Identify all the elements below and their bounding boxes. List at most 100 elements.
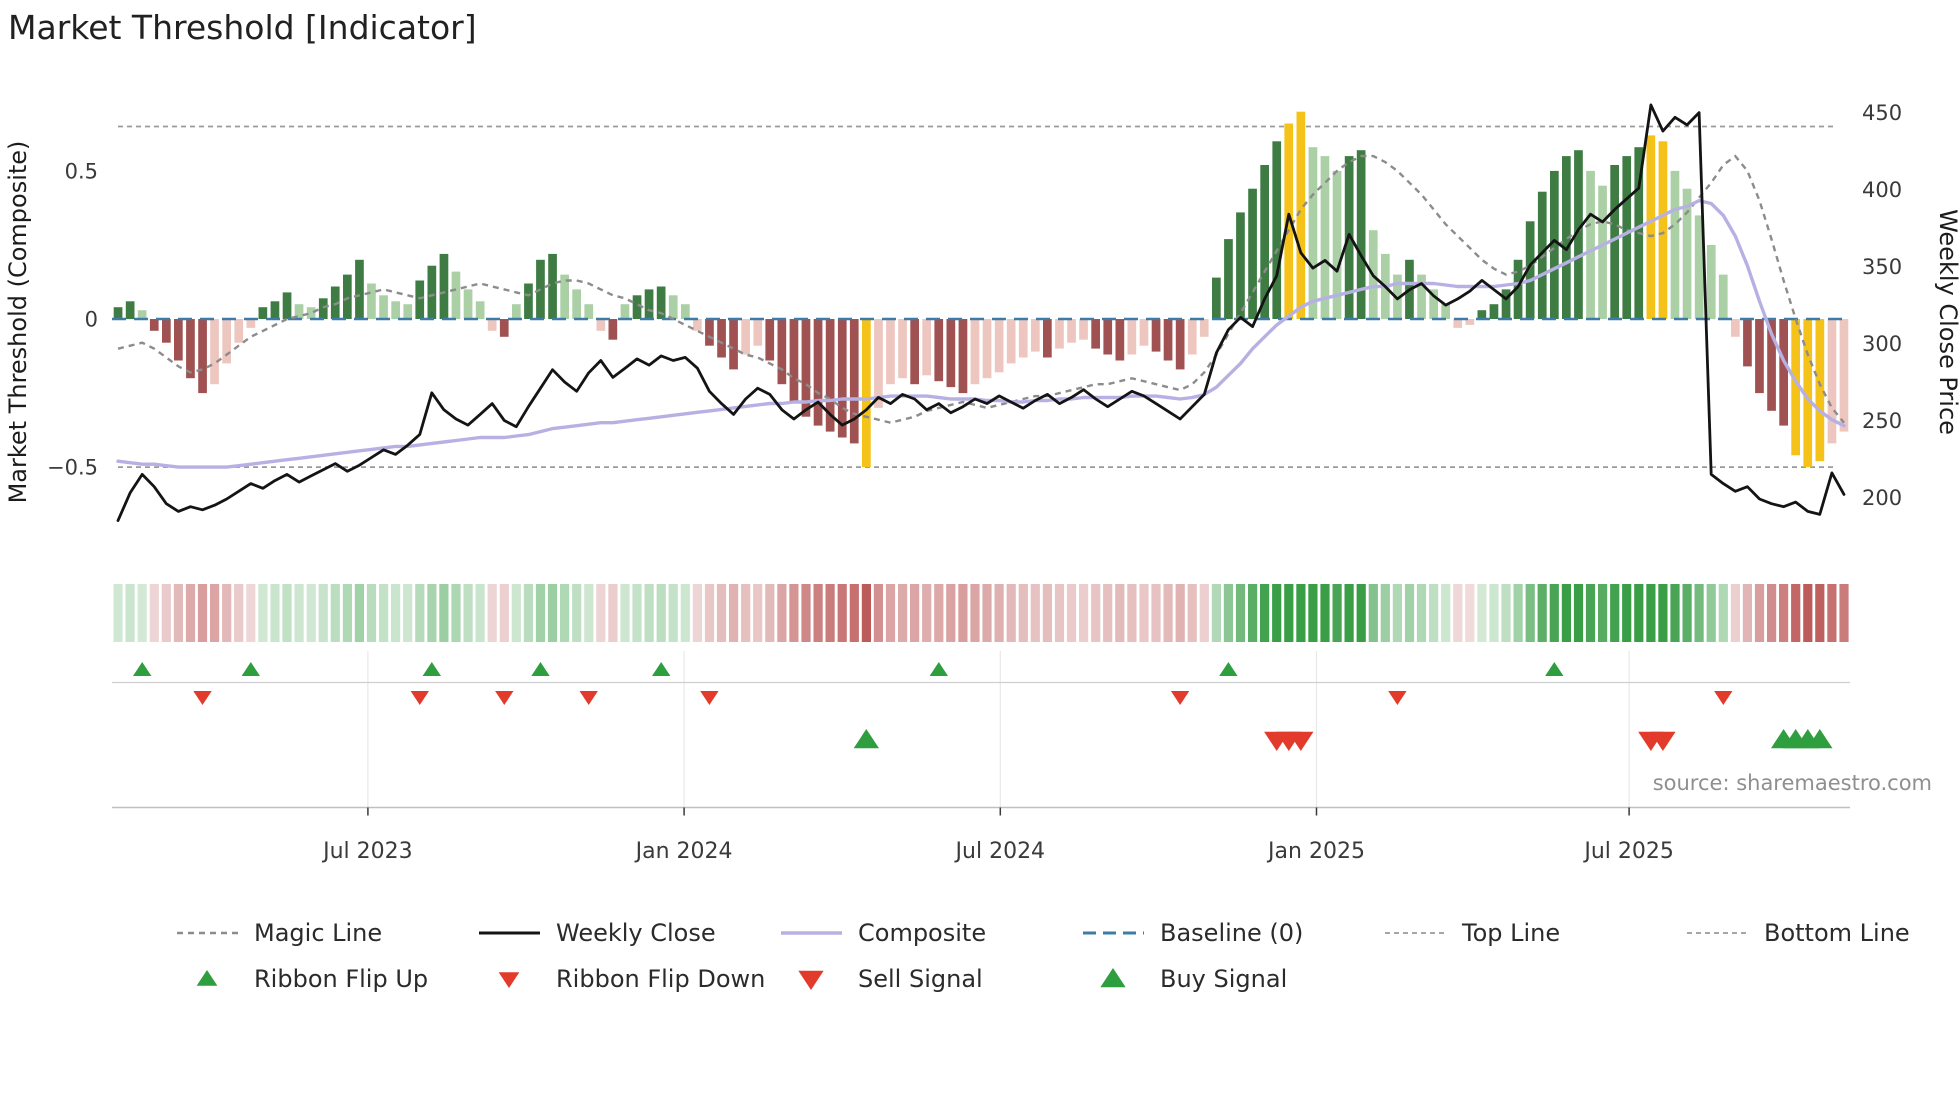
histogram-bar (451, 271, 461, 319)
legend-label: Composite (858, 919, 987, 947)
ribbon-cell (680, 584, 690, 642)
histogram-bar (1839, 319, 1849, 432)
ribbon-cell (994, 584, 1004, 642)
histogram-bar (306, 307, 316, 319)
legend-item-top-line: Top Line (1383, 916, 1685, 950)
ribbon-cell (185, 584, 196, 642)
ribbon-cell (1549, 584, 1559, 642)
ribbon-cell (849, 584, 859, 642)
ribbon-cell (1598, 584, 1608, 642)
x-tick-label: Jan 2024 (634, 839, 733, 864)
histogram-bar (777, 319, 787, 385)
ribbon-heatmap (113, 584, 1849, 642)
ribbon-cell (572, 584, 582, 642)
ribbon-flip-up-marker (531, 662, 550, 676)
ribbon-cell (1260, 584, 1270, 642)
ribbon-cell (137, 584, 147, 642)
ribbon-cell (1489, 584, 1499, 642)
ribbon-cell (982, 584, 992, 642)
histogram-bar (524, 283, 533, 319)
legend-item-bottom-line: Bottom Line (1685, 916, 1960, 950)
histogram-bar (765, 319, 775, 361)
histogram-bar (1139, 319, 1149, 346)
ribbon-cell (246, 584, 256, 642)
sell-signal-marker (1288, 731, 1314, 751)
histogram-bar (379, 295, 388, 319)
histogram-bar (1706, 245, 1716, 320)
ribbon-cell (1054, 584, 1065, 642)
histogram-bar (137, 310, 147, 320)
ribbon-cell (379, 584, 389, 642)
ribbon-cell (716, 584, 727, 642)
right-tick-label: 450 (1862, 101, 1902, 125)
histogram-bar (717, 319, 726, 358)
ribbon-cell (1416, 584, 1427, 642)
ribbon-cell (306, 584, 316, 642)
ribbon-flip-up-icon (196, 970, 218, 986)
legend-label: Baseline (0) (1160, 919, 1304, 947)
histogram-bar (1127, 319, 1137, 355)
ribbon-cell (1465, 584, 1475, 642)
ribbon-cell (1730, 584, 1740, 642)
x-axis: Jul 2023 Jan 2024 Jul 2024 Jan 2025 Jul 2025 (321, 807, 1674, 864)
legend-item-ribbon-flip-up: Ribbon Flip Up (175, 962, 477, 996)
histogram-bar (1296, 111, 1306, 319)
ribbon-cell (970, 584, 980, 642)
ribbon-cell (1079, 584, 1089, 642)
histogram-bar (1791, 319, 1800, 456)
ribbon-cell (234, 584, 244, 642)
ribbon-cell (427, 584, 437, 642)
ribbon-cell (113, 584, 123, 642)
ribbon-cell (258, 584, 268, 642)
ribbon-cell (318, 584, 328, 642)
legend-label: Magic Line (254, 919, 383, 947)
ribbon-cell (789, 584, 799, 642)
histogram-bar (693, 319, 702, 331)
left-axis: 0.5 0 −0.5 Market Threshold (Composite) (4, 141, 98, 504)
histogram-bar (1586, 170, 1595, 319)
ribbon-cell (1284, 584, 1294, 642)
histogram-bar (813, 319, 823, 426)
x-tick-label: Jul 2024 (954, 839, 1046, 864)
histogram-bar (1646, 135, 1656, 319)
ribbon-cell (1767, 584, 1777, 642)
histogram-bar (801, 319, 811, 417)
histogram-bar (1175, 319, 1185, 370)
ribbon-cell (270, 584, 280, 642)
ribbon-flip-up-marker (652, 662, 671, 676)
ribbon-cell (1477, 584, 1487, 642)
ribbon-flip-down-marker (410, 691, 429, 705)
ribbon-cell (1175, 584, 1185, 642)
signal-markers (133, 662, 1833, 751)
histogram-bar (1465, 319, 1475, 325)
ribbon-cell (330, 584, 340, 642)
histogram-bar (681, 304, 690, 319)
histogram-bar (1574, 150, 1583, 319)
histogram-bar (1151, 319, 1161, 352)
histogram-bar (1429, 289, 1438, 319)
ribbon-cell (837, 584, 847, 642)
histogram-bar (1031, 319, 1040, 352)
right-tick-label: 250 (1862, 409, 1902, 433)
legend-label: Sell Signal (858, 965, 983, 993)
histogram-bar (608, 319, 618, 340)
line-series (116, 103, 1846, 522)
ribbon-cell (729, 584, 739, 642)
reference-lines (118, 125, 1836, 468)
ribbon-cell (753, 584, 763, 642)
ribbon-cell (547, 584, 558, 642)
histogram-bar (1212, 277, 1221, 320)
ribbon-flip-down-marker (1714, 691, 1733, 705)
ribbon-cell (1151, 584, 1161, 642)
ribbon-cell (1030, 584, 1040, 642)
ribbon-cell (1610, 584, 1620, 642)
histogram-bar (1658, 141, 1668, 319)
histogram-bar (958, 319, 968, 394)
ribbon-cell (1187, 584, 1197, 642)
histogram-bar (922, 319, 931, 376)
legend-item-magic-line: Magic Line (175, 916, 477, 950)
histogram-bar (1236, 212, 1245, 319)
ribbon-cell (1392, 584, 1402, 642)
ribbon-cell (1827, 584, 1837, 642)
ribbon-cell (1561, 584, 1571, 642)
